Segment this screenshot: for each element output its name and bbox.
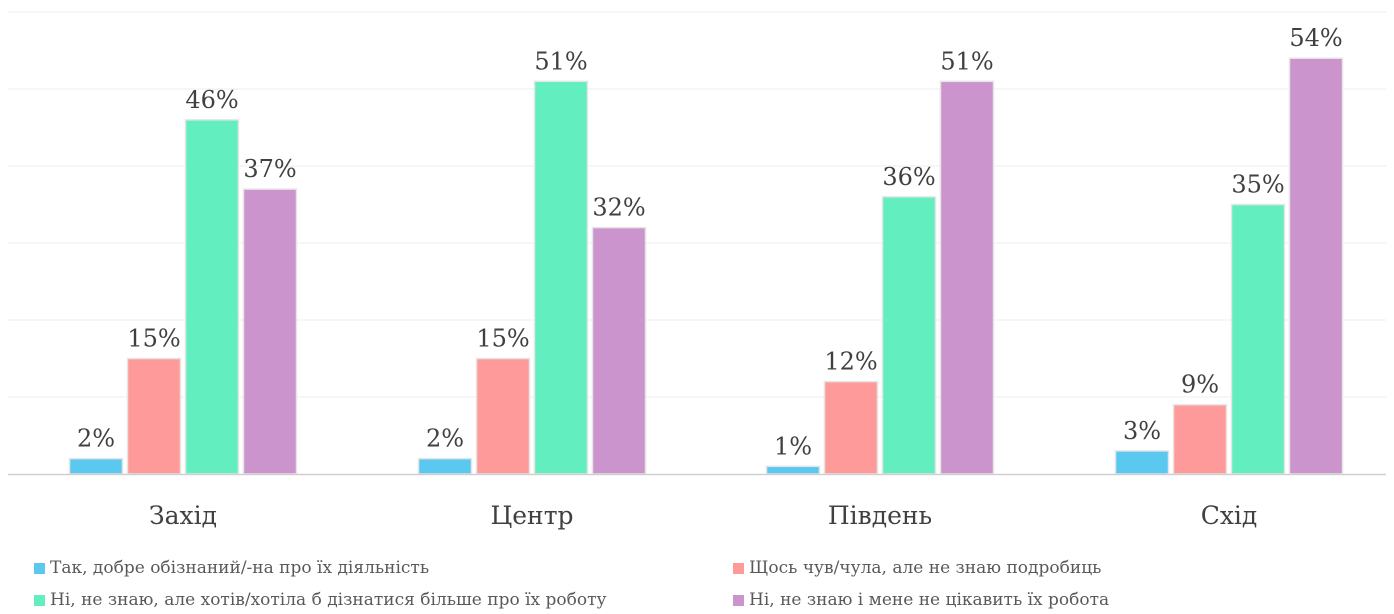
data-label-0-3: 37%	[243, 155, 296, 183]
legend-label-0: Так, добре обізнаний/-на про їх діяльніс…	[50, 558, 430, 578]
bar-0-1	[126, 357, 182, 475]
legend: Так, добре обізнаний/-на про їх діяльніс…	[0, 556, 1394, 614]
data-labels: 2% 15% 46% 37% 2% 15% 51% 32% 1% 12% 36% 51% 3% 9% 35%…	[77, 24, 1343, 460]
bar-1-1	[475, 357, 531, 475]
data-label-3-3: 54%	[1289, 24, 1342, 52]
bar-0-3	[242, 188, 298, 475]
category-label-1: Центр	[490, 501, 573, 530]
bar-3-0	[1114, 450, 1170, 475]
data-label-3-2: 35%	[1231, 171, 1284, 199]
bar-3-3	[1288, 57, 1344, 475]
bar-1-3	[591, 226, 647, 475]
bar-2-3	[939, 80, 995, 475]
legend-item-1: Щось чув/чула, але не знаю подробиць	[733, 558, 1101, 578]
category-label-3: Схід	[1201, 501, 1258, 530]
bar-1-0	[417, 457, 473, 475]
legend-swatch-0	[34, 562, 45, 574]
legend-label-2: Ні, не знаю, але хотів/хотіла б дізнатис…	[50, 590, 607, 610]
data-label-2-1: 12%	[824, 348, 877, 376]
category-label-2: Південь	[828, 501, 932, 530]
bar-2-0	[765, 465, 821, 475]
data-label-3-0: 3%	[1123, 417, 1161, 445]
bar-0-0	[68, 457, 124, 475]
data-label-2-2: 36%	[882, 163, 935, 191]
data-label-0-0: 2%	[77, 425, 115, 453]
bar-3-1	[1172, 403, 1228, 475]
data-label-1-3: 32%	[592, 194, 645, 222]
bar-0-2	[184, 119, 240, 475]
data-label-2-3: 51%	[940, 47, 993, 75]
category-labels: Захід Центр Південь Схід	[149, 501, 1257, 530]
data-label-0-2: 46%	[185, 86, 238, 114]
data-label-0-1: 15%	[127, 325, 180, 353]
legend-item-2: Ні, не знаю, але хотів/хотіла б дізнатис…	[34, 590, 607, 610]
bar-1-2	[533, 80, 589, 475]
bar-2-2	[881, 196, 937, 475]
legend-item-3: Ні, не знаю і мене не цікавить їх робота	[733, 590, 1109, 610]
legend-label-1: Щось чув/чула, але не знаю подробиць	[749, 558, 1102, 578]
data-label-1-1: 15%	[476, 325, 529, 353]
data-label-1-0: 2%	[426, 425, 464, 453]
data-label-3-1: 9%	[1181, 371, 1219, 399]
data-label-2-0: 1%	[774, 432, 812, 460]
legend-swatch-2	[34, 594, 45, 606]
category-label-0: Захід	[149, 501, 217, 530]
legend-label-3: Ні, не знаю і мене не цікавить їх робота	[749, 590, 1110, 610]
legend-swatch-3	[733, 594, 744, 606]
legend-item-0: Так, добре обізнаний/-на про їх діяльніс…	[34, 558, 429, 578]
legend-swatch-1	[733, 562, 744, 574]
bar-2-1	[823, 380, 879, 475]
bar-3-2	[1230, 203, 1286, 475]
bars	[68, 57, 1344, 475]
data-label-1-2: 51%	[534, 47, 587, 75]
